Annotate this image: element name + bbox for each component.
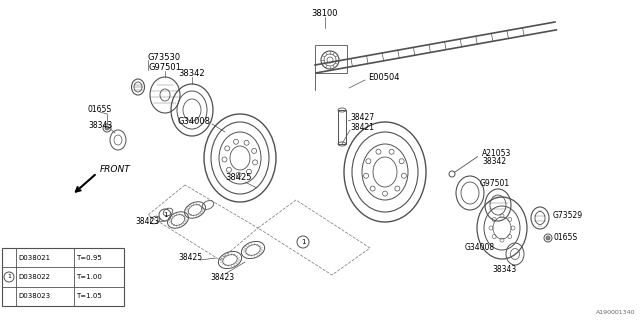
Text: 0165S: 0165S xyxy=(88,106,112,115)
Bar xyxy=(338,110,346,144)
Bar xyxy=(2,248,124,306)
Circle shape xyxy=(105,126,109,130)
Text: A190001340: A190001340 xyxy=(595,310,635,316)
Text: 38421: 38421 xyxy=(350,124,374,132)
Text: G34008: G34008 xyxy=(465,244,495,252)
Text: G73529: G73529 xyxy=(553,211,583,220)
Bar xyxy=(315,45,347,73)
Text: 1: 1 xyxy=(301,239,305,245)
Text: G73530: G73530 xyxy=(148,52,181,61)
Text: 38342: 38342 xyxy=(482,156,506,165)
Text: T=1.05: T=1.05 xyxy=(76,293,102,299)
Text: 38343: 38343 xyxy=(493,266,517,275)
Text: G97501: G97501 xyxy=(480,179,510,188)
Text: G97501: G97501 xyxy=(148,63,181,73)
Text: 38342: 38342 xyxy=(179,69,205,78)
Text: 38423: 38423 xyxy=(210,274,234,283)
Text: 38425: 38425 xyxy=(178,253,202,262)
Text: T=1.00: T=1.00 xyxy=(76,274,102,280)
Text: D038021: D038021 xyxy=(18,255,50,261)
Text: E00504: E00504 xyxy=(368,73,399,82)
Text: A21053: A21053 xyxy=(482,148,511,157)
Text: D038022: D038022 xyxy=(18,274,50,280)
Text: 38423: 38423 xyxy=(135,218,159,227)
Text: 0165S: 0165S xyxy=(553,233,577,242)
Text: 1: 1 xyxy=(163,212,167,218)
Text: FRONT: FRONT xyxy=(100,165,131,174)
Text: 1: 1 xyxy=(7,275,11,279)
Text: 38425: 38425 xyxy=(225,173,252,182)
Text: 38100: 38100 xyxy=(312,9,339,18)
Text: 38343: 38343 xyxy=(88,121,112,130)
Text: T=0.95: T=0.95 xyxy=(76,255,102,261)
Text: D038023: D038023 xyxy=(18,293,50,299)
Text: 38427: 38427 xyxy=(350,114,374,123)
Text: G34008: G34008 xyxy=(177,117,210,126)
Circle shape xyxy=(546,236,550,240)
